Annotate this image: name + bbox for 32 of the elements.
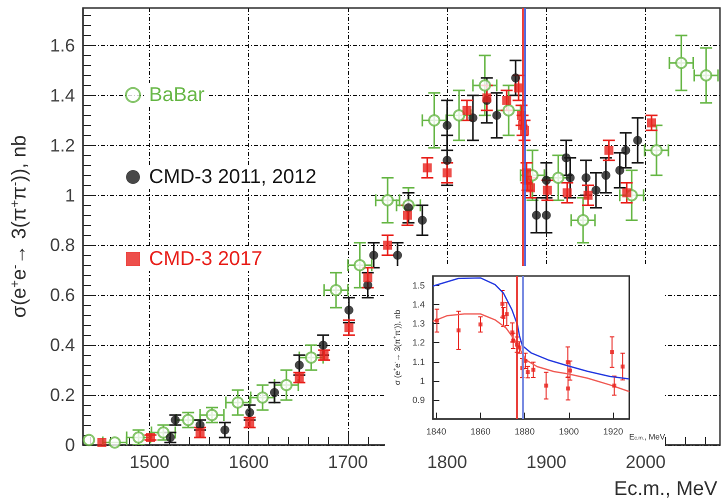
x-tick-label: 1900 xyxy=(558,426,579,436)
y-tick-label: 0.6 xyxy=(50,285,75,306)
y-tick-label: 1.4 xyxy=(50,85,75,106)
y-tick-label: 0.2 xyxy=(50,385,75,406)
y-tick-label: 0.9 xyxy=(412,394,425,405)
y-tick-label: 1.3 xyxy=(412,318,425,329)
x-tick-label: 1840 xyxy=(426,426,446,436)
x-tick-label: 1800 xyxy=(427,452,468,472)
y-tick-label: 1 xyxy=(64,185,75,206)
y-tick-label: 1.5 xyxy=(412,280,425,291)
y-tick-label: 0 xyxy=(64,435,75,455)
x-tick-label: 1600 xyxy=(228,452,269,472)
y-tick-label: 1.1 xyxy=(412,356,425,367)
legend-label: CMD-3 2017 xyxy=(149,248,262,270)
x-tick-label: 2000 xyxy=(626,452,666,472)
y-tick-label: 1.2 xyxy=(412,338,425,348)
x-tick-label: 1900 xyxy=(526,452,566,472)
x-tick-label: 1920 xyxy=(603,426,624,436)
legend-label: CMD-3 2011, 2012 xyxy=(149,166,316,188)
y-tick-label: 1.2 xyxy=(50,135,75,156)
y-tick-label: 0.8 xyxy=(50,235,75,256)
x-tick-label: 1880 xyxy=(514,426,535,436)
y-tick-label: 1.6 xyxy=(50,35,75,56)
y-tick-label: 0.4 xyxy=(50,335,75,356)
text: σ(e+e-→ 3(π+π-)), nb xyxy=(7,135,30,318)
x-axis-title: Ec.m., MeV xyxy=(614,478,718,500)
legend-label: BaBar xyxy=(149,84,205,106)
x-tick-label: 1860 xyxy=(470,426,490,436)
y-tick-label: 1.4 xyxy=(412,300,425,310)
y-tick-label: 1 xyxy=(420,376,425,386)
x-tick-label: 1700 xyxy=(328,452,368,472)
x-tick-label: 1500 xyxy=(129,452,170,472)
